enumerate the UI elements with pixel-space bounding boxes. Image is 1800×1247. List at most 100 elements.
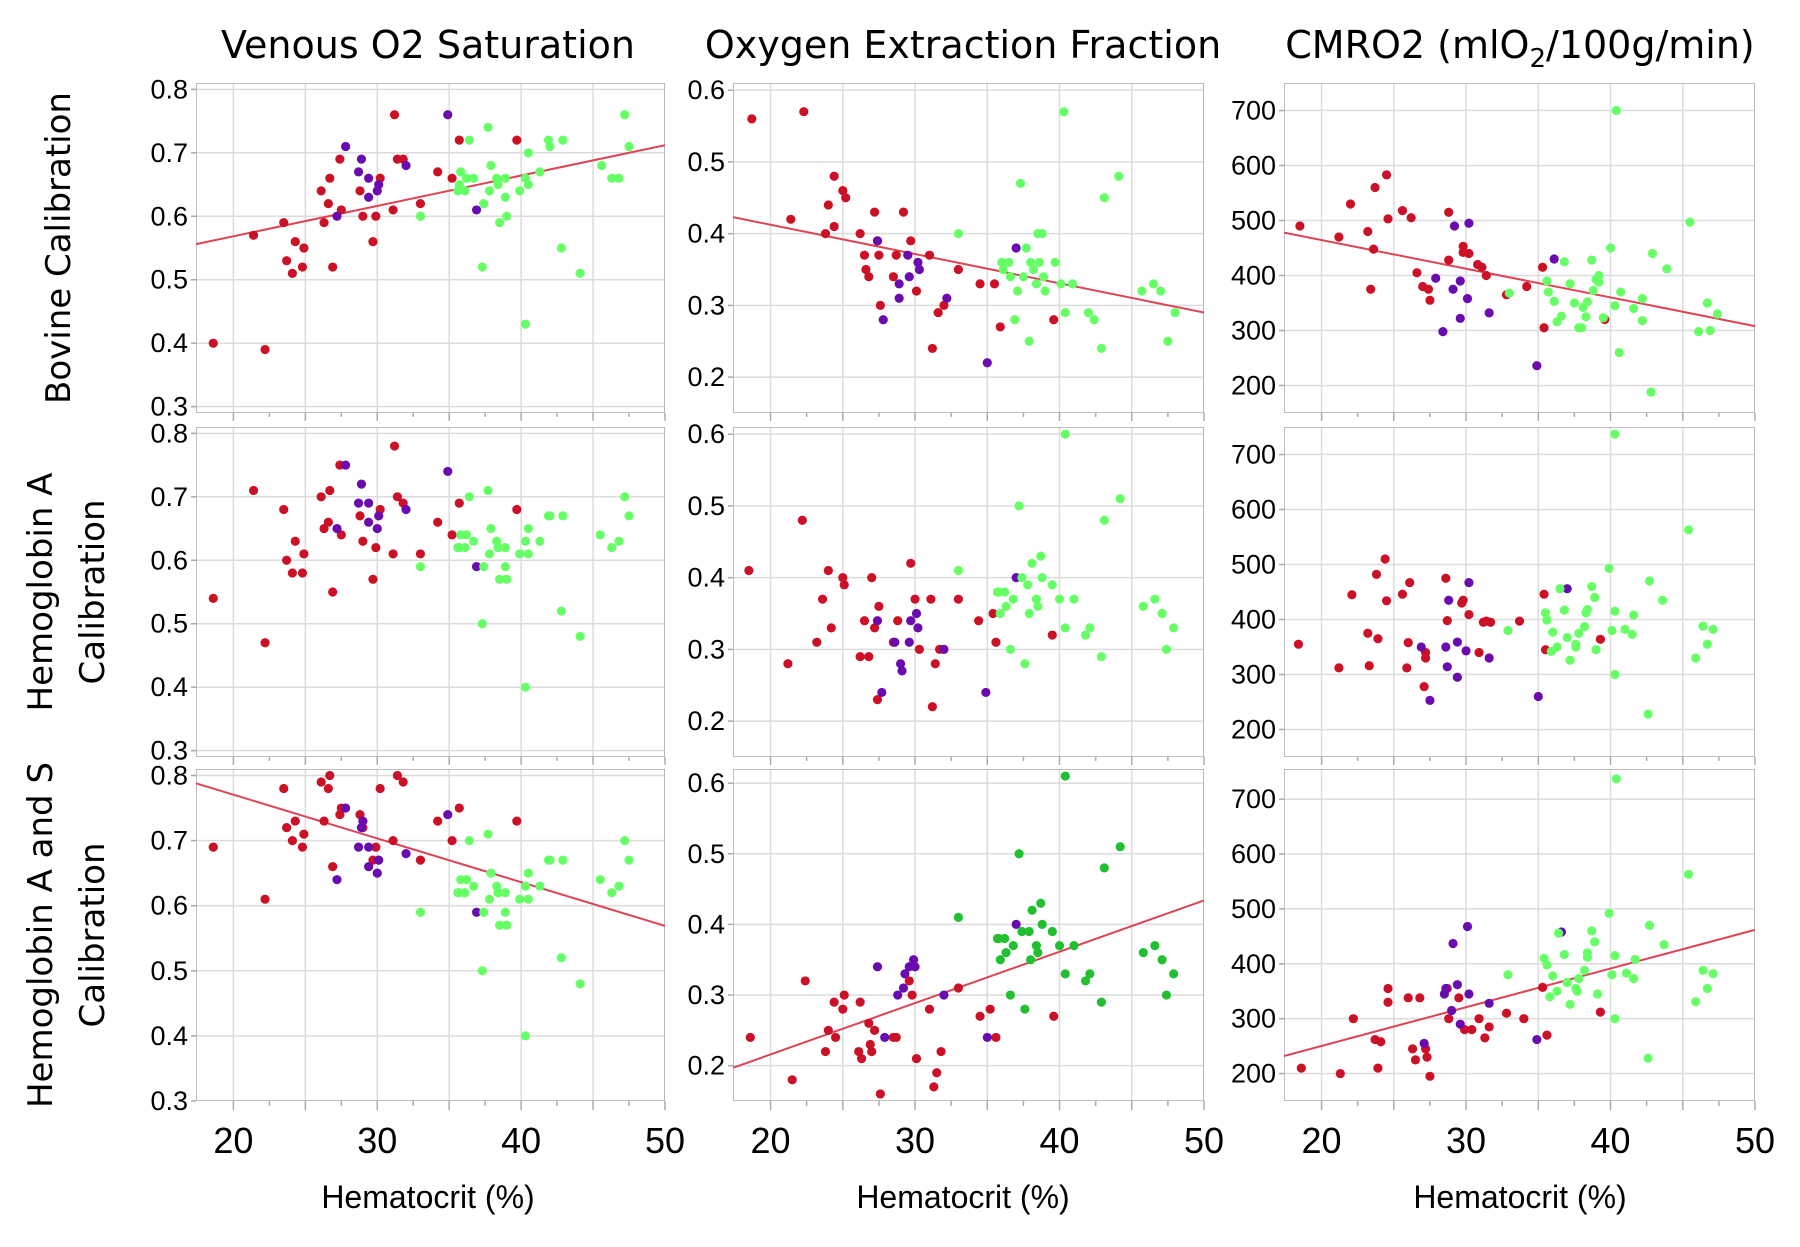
data-point-group-c xyxy=(1712,309,1723,319)
data-point-group-a xyxy=(1366,284,1376,294)
y-tick-label: 0.6 xyxy=(687,75,725,105)
data-point-group-a xyxy=(1047,630,1057,640)
data-point-group-a xyxy=(316,186,326,196)
y-tick-label: 200 xyxy=(1231,371,1276,401)
data-point-group-b xyxy=(471,907,482,917)
data-point-group-c xyxy=(1637,294,1647,304)
data-point-group-c xyxy=(461,875,472,885)
data-point-group-b xyxy=(471,562,482,572)
x-tick-label: 30 xyxy=(357,1120,397,1161)
data-point-group-c xyxy=(1157,955,1167,965)
data-point-group-b xyxy=(1448,938,1458,949)
scatter-panel-r3-c2 xyxy=(733,769,1204,1101)
data-point-group-c xyxy=(1138,948,1148,958)
data-point-group-b xyxy=(872,236,883,246)
data-point-group-b xyxy=(341,141,351,152)
data-point-group-c xyxy=(460,888,470,898)
data-point-group-c xyxy=(1590,937,1600,947)
data-point-group-c xyxy=(1657,595,1668,605)
data-point-group-c xyxy=(1040,286,1050,296)
data-point-group-c xyxy=(1702,639,1712,649)
y-tick-label: 0.6 xyxy=(687,768,725,798)
data-point-group-c xyxy=(1099,193,1109,203)
data-point-group-c xyxy=(1616,287,1626,297)
data-point-group-b xyxy=(1011,919,1021,930)
data-point-group-c xyxy=(1610,429,1620,439)
data-point-group-c xyxy=(1630,954,1640,965)
data-point-group-b xyxy=(1484,653,1494,663)
data-point-group-a xyxy=(1383,997,1393,1007)
data-point-group-a xyxy=(433,167,443,177)
data-point-group-a xyxy=(1383,983,1393,994)
data-point-group-b xyxy=(364,498,374,508)
data-point-group-c xyxy=(1014,501,1024,511)
data-point-group-b xyxy=(1532,1034,1542,1045)
y-tick-label: 700 xyxy=(1231,784,1276,814)
data-point-group-a xyxy=(335,154,345,164)
data-point-group-a xyxy=(854,1046,864,1057)
data-point-group-c xyxy=(1604,908,1614,918)
data-point-group-c xyxy=(997,257,1007,267)
data-point-group-c xyxy=(1161,990,1172,1000)
data-point-group-c xyxy=(464,135,474,145)
x-tick-label: 20 xyxy=(213,1120,253,1161)
data-point-group-c xyxy=(1157,608,1167,619)
data-point-group-c xyxy=(520,682,531,692)
data-point-group-c xyxy=(1620,624,1630,635)
data-point-group-b xyxy=(353,842,364,852)
data-point-group-c xyxy=(461,173,472,183)
data-point-group-b xyxy=(1441,642,1451,652)
data-point-group-c xyxy=(1627,629,1637,639)
data-point-group-a xyxy=(1296,1063,1306,1073)
data-point-group-a xyxy=(1444,255,1454,265)
data-point-group-c xyxy=(953,565,963,576)
data-point-group-a xyxy=(829,221,839,232)
data-point-group-a xyxy=(745,1032,755,1043)
data-point-group-a xyxy=(953,594,963,604)
data-point-group-a xyxy=(914,644,924,654)
data-point-group-c xyxy=(1150,940,1160,951)
x-tick-label: 30 xyxy=(1446,1120,1486,1161)
data-point-group-c xyxy=(1559,257,1569,267)
regression-line xyxy=(1284,928,1755,1057)
data-point-group-a xyxy=(1412,268,1422,278)
data-point-group-a xyxy=(1595,1007,1606,1017)
data-point-group-c xyxy=(1698,965,1708,975)
data-point-group-c xyxy=(1594,270,1604,281)
regression-line xyxy=(196,782,665,927)
data-point-group-c xyxy=(1161,644,1172,654)
data-point-group-a xyxy=(861,264,871,275)
data-point-group-a xyxy=(388,549,398,559)
data-point-group-a xyxy=(398,777,408,787)
data-point-group-c xyxy=(1114,171,1124,181)
data-point-group-b xyxy=(1449,221,1460,231)
data-point-group-b xyxy=(332,523,342,534)
y-tick-label: 0.4 xyxy=(150,328,188,358)
data-point-group-c xyxy=(1604,563,1614,573)
data-point-group-c xyxy=(453,542,463,553)
data-point-group-c xyxy=(1556,311,1566,321)
data-point-group-b xyxy=(401,504,411,515)
y-tick-label: 0.4 xyxy=(687,219,725,249)
data-point-group-a xyxy=(260,344,270,355)
data-point-group-b xyxy=(1446,1005,1457,1016)
row-title-hba-line1: Hemoglobin A xyxy=(21,473,61,712)
data-point-group-a xyxy=(1371,569,1382,580)
data-point-group-b xyxy=(443,809,453,820)
data-point-group-a xyxy=(1419,682,1429,692)
data-point-group-b xyxy=(893,990,903,1000)
data-point-group-a xyxy=(1474,647,1484,658)
data-point-group-c xyxy=(1555,584,1565,594)
data-point-group-a xyxy=(392,492,403,502)
data-point-group-c xyxy=(520,1031,531,1041)
data-point-group-b xyxy=(872,962,883,972)
data-point-group-a xyxy=(375,783,385,794)
data-point-group-a xyxy=(1480,1033,1490,1043)
data-point-group-a xyxy=(924,1004,935,1014)
y-tick-label: 0.6 xyxy=(150,891,188,921)
data-point-group-a xyxy=(911,286,922,296)
data-point-group-c xyxy=(575,979,585,989)
data-point-group-b xyxy=(1533,691,1543,702)
data-point-group-b xyxy=(372,868,382,878)
data-point-group-c xyxy=(1024,336,1034,346)
